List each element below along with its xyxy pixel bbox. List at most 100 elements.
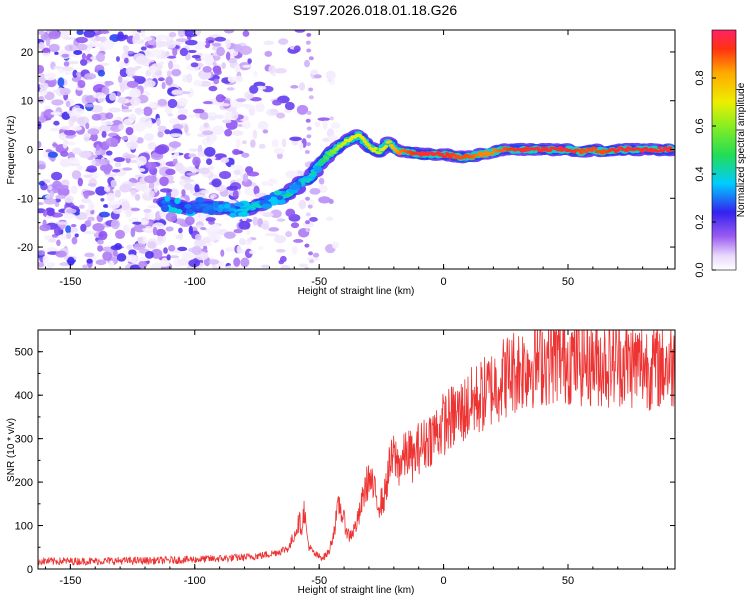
noise-blob <box>208 259 220 265</box>
noise-blob <box>164 105 173 115</box>
ridge-segment <box>317 163 323 167</box>
noise-blob <box>262 212 274 218</box>
noise-blob <box>168 32 177 38</box>
noise-blob <box>199 213 206 220</box>
noise-blob <box>38 250 46 256</box>
snr-y-tick-label: 500 <box>15 347 33 359</box>
noise-blob <box>121 136 129 141</box>
noise-blob <box>160 257 170 267</box>
noise-blob <box>60 150 69 157</box>
ridge-segment <box>442 155 448 158</box>
noise-blob <box>171 68 182 77</box>
noise-blob <box>157 125 167 132</box>
noise-blob <box>306 126 312 131</box>
noise-blob <box>105 150 113 156</box>
noise-blob <box>95 186 107 196</box>
noise-blob <box>38 140 42 149</box>
noise-blob <box>241 140 247 145</box>
noise-blob <box>147 44 154 48</box>
noise-blob <box>91 174 99 179</box>
noise-blob <box>179 47 189 57</box>
noise-blob <box>46 209 55 217</box>
colorbar-tick-label: 0.4 <box>694 166 706 181</box>
ridge-spot <box>237 211 250 217</box>
noise-blob <box>249 250 255 254</box>
noise-blob <box>175 234 180 239</box>
noise-blob <box>144 175 157 184</box>
noise-blob <box>298 82 306 91</box>
noise-blob <box>92 39 98 44</box>
noise-blob <box>306 110 312 115</box>
noise-blob <box>227 57 238 64</box>
colorbar: 0.0 0.2 0.4 0.6 0.8 Normalized spectral ampl… <box>694 29 747 278</box>
noise-blob <box>166 55 177 59</box>
noise-blob <box>232 190 239 199</box>
noise-blob <box>165 211 178 222</box>
noise-blob <box>184 178 195 183</box>
noise-blob <box>110 179 117 188</box>
noise-blob <box>66 208 77 214</box>
noise-blob <box>72 125 83 131</box>
noise-blob <box>38 202 44 206</box>
noise-blob <box>113 249 118 257</box>
noise-blob <box>307 204 313 209</box>
ridge-segment <box>615 148 621 152</box>
noise-blob <box>187 49 197 54</box>
noise-blob <box>126 244 133 250</box>
noise-blob <box>137 155 147 166</box>
noise-blob <box>305 212 311 217</box>
ridge-segment <box>321 159 326 163</box>
noise-blob <box>165 76 173 86</box>
noise-blob <box>214 36 227 42</box>
noise-blob <box>224 128 233 137</box>
noise-blob <box>308 87 314 92</box>
noise-blob <box>167 113 174 117</box>
noise-blob <box>184 182 193 191</box>
ridge-segment <box>436 151 441 154</box>
noise-blob <box>71 236 78 245</box>
noise-blob <box>268 178 278 185</box>
noise-blob <box>78 150 92 159</box>
noise-blob <box>80 197 92 204</box>
ridge-segment <box>362 140 368 143</box>
noise-blob <box>157 41 169 47</box>
ridge-segment <box>388 143 394 147</box>
ridge-segment <box>665 149 671 153</box>
noise-blob <box>226 87 235 91</box>
noise-blob <box>70 115 78 123</box>
ridge-segment <box>462 155 467 159</box>
noise-blob <box>168 244 176 252</box>
noise-blob <box>120 201 130 211</box>
noise-blob <box>125 209 132 218</box>
noise-blob <box>98 211 111 218</box>
noise-blob <box>276 112 286 119</box>
noise-blob <box>101 246 113 252</box>
noise-blob <box>325 70 336 80</box>
noise-blob <box>214 114 225 119</box>
noise-blob <box>192 156 201 167</box>
noise-blob <box>172 47 178 57</box>
noise-blob <box>115 56 120 62</box>
noise-blob <box>92 92 106 99</box>
ridge-segment <box>490 151 495 155</box>
noise-blob <box>118 123 125 131</box>
noise-blob <box>119 183 131 193</box>
noise-blob <box>85 95 97 104</box>
noise-blob <box>157 130 164 138</box>
noise-blob <box>184 124 189 134</box>
noise-blob <box>92 223 105 232</box>
noise-blob <box>165 226 174 232</box>
noise-blob <box>164 129 171 135</box>
noise-blob <box>270 108 279 115</box>
noise-blob <box>244 104 255 110</box>
noise-blob <box>160 51 167 59</box>
spectrogram-noise-layer <box>38 30 341 269</box>
noise-blob <box>225 39 231 49</box>
noise-blob <box>165 168 176 176</box>
noise-blob <box>306 142 312 147</box>
noise-blob <box>247 58 252 64</box>
noise-blob <box>290 85 299 89</box>
noise-blob <box>310 69 319 75</box>
snr-y-tick-label: 200 <box>15 477 33 489</box>
noise-blob <box>100 62 110 67</box>
